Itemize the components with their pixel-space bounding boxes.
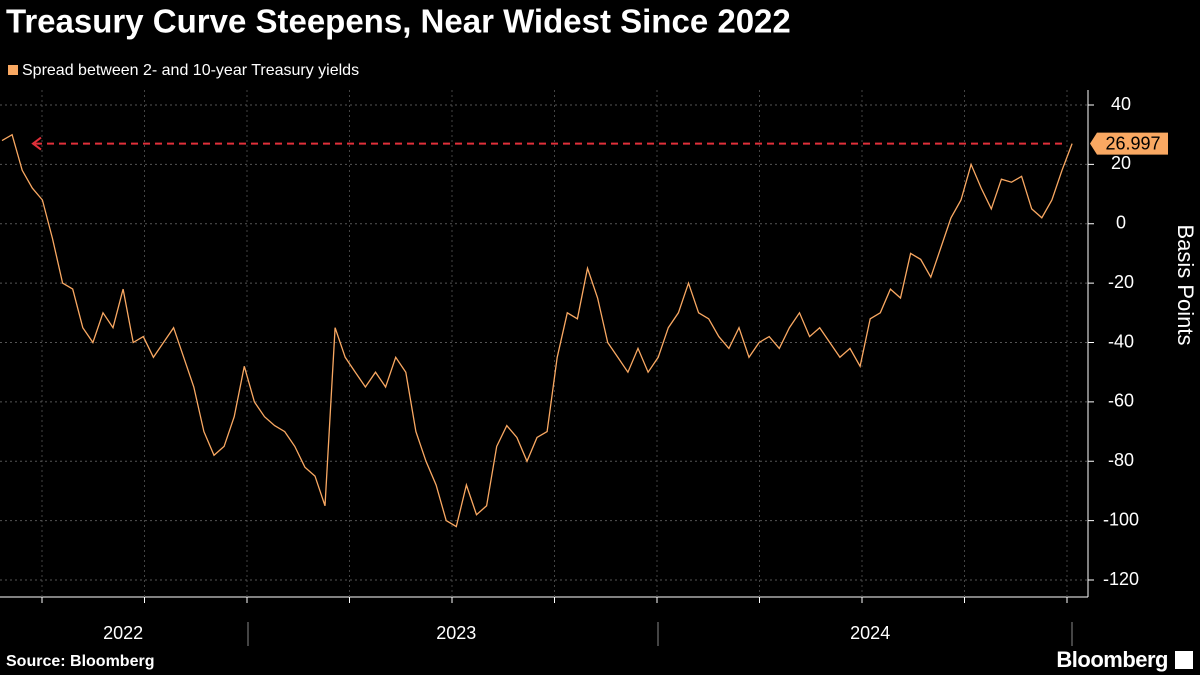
last-value-badge bbox=[1090, 132, 1168, 155]
source: Source: Bloomberg bbox=[6, 653, 154, 670]
brand-icon bbox=[1175, 651, 1193, 669]
y-tick-label: -80 bbox=[1108, 450, 1134, 470]
brand: Bloomberg bbox=[1056, 647, 1168, 672]
y-tick-label: -20 bbox=[1108, 272, 1134, 292]
series-line bbox=[1, 133, 1073, 528]
y-tick-label: 40 bbox=[1111, 94, 1131, 114]
y-tick-label: -100 bbox=[1103, 509, 1139, 529]
chart-title: Treasury Curve Steepens, Near Widest Sin… bbox=[6, 3, 791, 40]
y-tick-label: 0 bbox=[1116, 213, 1126, 233]
y-tick-label: -120 bbox=[1103, 569, 1139, 589]
last-value-label: 26.997 bbox=[1105, 133, 1160, 153]
reference-arrow bbox=[31, 136, 42, 151]
x-tick-label: 2022 bbox=[103, 623, 143, 643]
y-axis-label: Basis Points bbox=[1173, 224, 1198, 345]
x-tick-label: 2024 bbox=[850, 623, 890, 643]
legend-swatch bbox=[8, 65, 18, 75]
x-tick-label: 2023 bbox=[436, 623, 476, 643]
y-tick-label: -60 bbox=[1108, 391, 1134, 411]
legend-label: Spread between 2- and 10-year Treasury y… bbox=[22, 62, 359, 79]
y-tick-label: 20 bbox=[1111, 153, 1131, 173]
y-tick-label: -40 bbox=[1108, 331, 1134, 351]
